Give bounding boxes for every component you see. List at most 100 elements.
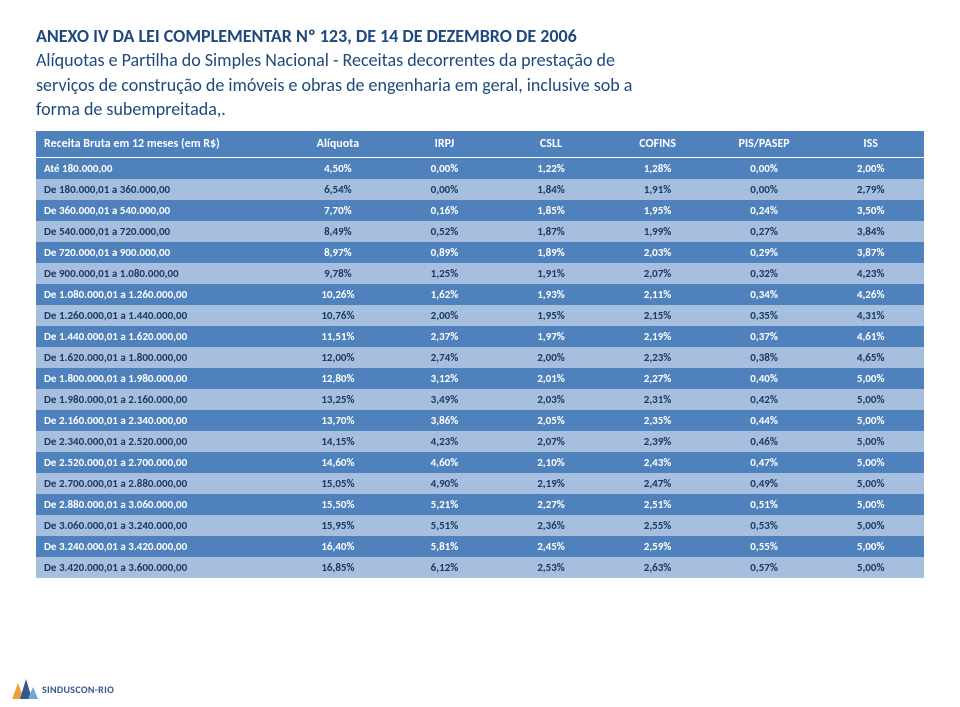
cell-value: 5,00% [817,431,924,452]
cell-value: 1,97% [498,326,605,347]
cell-range: De 3.060.000,01 a 3.240.000,00 [36,515,285,536]
title-block: ANEXO IV DA LEI COMPLEMENTAR Nº 123, DE … [36,24,924,121]
cell-value: 4,60% [391,452,498,473]
page-title: ANEXO IV DA LEI COMPLEMENTAR Nº 123, DE … [36,24,924,48]
table-row: De 2.520.000,01 a 2.700.000,0014,60%4,60… [36,452,924,473]
cell-value: 1,95% [498,305,605,326]
cell-value: 8,97% [285,242,392,263]
cell-range: De 900.000,01 a 1.080.000,00 [36,263,285,284]
table-row: De 540.000,01 a 720.000,008,49%0,52%1,87… [36,221,924,242]
cell-value: 4,61% [817,326,924,347]
cell-value: 0,38% [711,347,818,368]
cell-value: 15,50% [285,494,392,515]
cell-value: 1,91% [498,263,605,284]
cell-value: 2,00% [391,305,498,326]
cell-value: 2,79% [817,179,924,200]
table-row: De 2.340.000,01 a 2.520.000,0014,15%4,23… [36,431,924,452]
cell-value: 5,21% [391,494,498,515]
cell-value: 2,55% [604,515,711,536]
header-cofins: COFINS [604,131,711,158]
subtitle-line-3: forma de subempreitada,. [36,97,924,121]
cell-value: 6,12% [391,557,498,578]
cell-value: 5,81% [391,536,498,557]
table-row: De 180.000,01 a 360.000,006,54%0,00%1,84… [36,179,924,200]
cell-range: De 1.620.000,01 a 1.800.000,00 [36,347,285,368]
table-row: Até 180.000,004,50%0,00%1,22%1,28%0,00%2… [36,158,924,180]
cell-value: 0,32% [711,263,818,284]
cell-value: 2,63% [604,557,711,578]
cell-value: 3,87% [817,242,924,263]
cell-value: 10,76% [285,305,392,326]
cell-value: 0,27% [711,221,818,242]
cell-value: 13,25% [285,389,392,410]
cell-value: 5,00% [817,473,924,494]
cell-value: 2,59% [604,536,711,557]
cell-value: 0,00% [391,179,498,200]
cell-value: 0,89% [391,242,498,263]
cell-value: 16,40% [285,536,392,557]
cell-value: 2,37% [391,326,498,347]
cell-range: De 720.000,01 a 900.000,00 [36,242,285,263]
header-range: Receita Bruta em 12 meses (em R$) [36,131,285,158]
cell-value: 0,34% [711,284,818,305]
cell-value: 2,01% [498,368,605,389]
cell-value: 2,47% [604,473,711,494]
cell-value: 1,87% [498,221,605,242]
table-row: De 3.060.000,01 a 3.240.000,0015,95%5,51… [36,515,924,536]
cell-value: 2,03% [604,242,711,263]
cell-value: 1,95% [604,200,711,221]
cell-value: 2,51% [604,494,711,515]
cell-value: 2,74% [391,347,498,368]
cell-value: 2,05% [498,410,605,431]
cell-value: 0,57% [711,557,818,578]
cell-range: De 540.000,01 a 720.000,00 [36,221,285,242]
cell-value: 1,85% [498,200,605,221]
cell-value: 0,29% [711,242,818,263]
cell-range: De 1.080.000,01 a 1.260.000,00 [36,284,285,305]
logo-text: SINDUSCON-RIO [42,683,114,696]
aliquota-table: Receita Bruta em 12 meses (em R$) Alíquo… [36,131,924,578]
cell-range: De 360.000,01 a 540.000,00 [36,200,285,221]
cell-value: 5,00% [817,494,924,515]
cell-value: 0,53% [711,515,818,536]
cell-range: De 2.160.000,01 a 2.340.000,00 [36,410,285,431]
cell-value: 0,52% [391,221,498,242]
cell-value: 2,53% [498,557,605,578]
cell-value: 7,70% [285,200,392,221]
table-row: De 1.980.000,01 a 2.160.000,0013,25%3,49… [36,389,924,410]
cell-value: 3,50% [817,200,924,221]
cell-value: 5,00% [817,557,924,578]
cell-range: De 180.000,01 a 360.000,00 [36,179,285,200]
table-row: De 1.260.000,01 a 1.440.000,0010,76%2,00… [36,305,924,326]
cell-value: 13,70% [285,410,392,431]
cell-value: 2,07% [498,431,605,452]
cell-value: 0,00% [711,158,818,180]
cell-value: 5,00% [817,452,924,473]
cell-value: 2,00% [817,158,924,180]
cell-value: 0,00% [391,158,498,180]
cell-value: 1,25% [391,263,498,284]
cell-value: 0,37% [711,326,818,347]
cell-value: 4,26% [817,284,924,305]
header-aliquota: Alíquota [285,131,392,158]
header-csll: CSLL [498,131,605,158]
cell-range: De 2.880.000,01 a 3.060.000,00 [36,494,285,515]
table-row: De 720.000,01 a 900.000,008,97%0,89%1,89… [36,242,924,263]
table-header-row: Receita Bruta em 12 meses (em R$) Alíquo… [36,131,924,158]
header-irpj: IRPJ [391,131,498,158]
cell-value: 4,31% [817,305,924,326]
cell-value: 2,19% [604,326,711,347]
table-row: De 2.880.000,01 a 3.060.000,0015,50%5,21… [36,494,924,515]
cell-value: 2,27% [604,368,711,389]
cell-range: De 1.440.000,01 a 1.620.000,00 [36,326,285,347]
cell-value: 0,49% [711,473,818,494]
cell-value: 2,45% [498,536,605,557]
cell-value: 2,39% [604,431,711,452]
cell-value: 5,00% [817,536,924,557]
cell-value: 0,46% [711,431,818,452]
cell-value: 0,35% [711,305,818,326]
cell-range: De 3.240.000,01 a 3.420.000,00 [36,536,285,557]
cell-value: 1,93% [498,284,605,305]
cell-range: De 2.520.000,01 a 2.700.000,00 [36,452,285,473]
cell-value: 5,00% [817,368,924,389]
